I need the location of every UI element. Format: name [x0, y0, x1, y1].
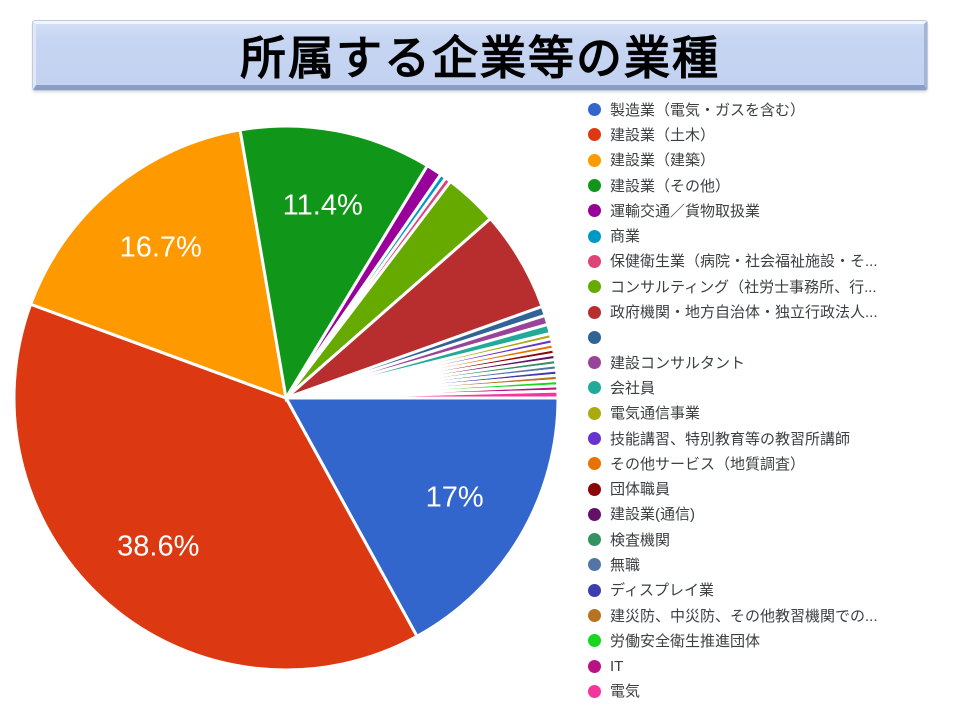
- legend-item: 建災防、中災防、その他教習機関での...: [588, 603, 958, 628]
- legend-swatch-icon: [588, 330, 601, 344]
- legend-item: その他サービス（地質調査）: [588, 451, 958, 476]
- legend-item-label: 建設コンサルタント: [610, 354, 746, 371]
- pie-slice: [285, 389, 560, 400]
- legend-swatch-icon: [588, 533, 601, 547]
- legend-swatch-icon: [588, 406, 601, 420]
- legend-swatch-icon: [588, 507, 601, 521]
- legend-swatch-icon: [588, 305, 601, 319]
- legend-item-label: その他サービス（地質調査）: [610, 455, 806, 472]
- legend-item: 電気通信事業: [588, 401, 958, 426]
- legend-item-label: 商業: [610, 228, 641, 245]
- legend-item-label: 建設業（土木）: [610, 126, 716, 143]
- legend-item: 建設コンサルタント: [588, 350, 958, 375]
- legend-swatch-icon: [588, 103, 601, 117]
- pie-value-label: 16.7%: [120, 232, 202, 264]
- pie-slice: [12, 302, 420, 672]
- legend-item: 団体職員: [588, 476, 958, 501]
- legend-swatch-icon: [588, 254, 601, 268]
- legend-item-label: 検査機関: [610, 531, 671, 548]
- legend-item-label: IT: [610, 658, 624, 675]
- legend-item: 政府機関・地方自治体・独立行政法人...: [588, 299, 958, 324]
- legend-item-label: 建災防、中災防、その他教習機関での...: [610, 607, 878, 624]
- legend-item-label: 団体職員: [610, 481, 671, 498]
- chart-legend: 製造業（電気・ガスを含む） 建設業（土木） 建設業（建築） 建設業（その他） 運輸交通／…: [588, 97, 958, 704]
- legend-item-label: 無職: [610, 556, 641, 573]
- legend-item-label: 保健衛生業（病院・社会福祉施設・そ...: [610, 253, 878, 270]
- legend-item-label: 製造業（電気・ガスを含む）: [610, 101, 806, 118]
- legend-item-label: 技能講習、特別教育等の教習所講師: [610, 430, 851, 447]
- legend-item-label: 労働安全衛生推進団体: [610, 632, 761, 649]
- legend-item: 検査機関: [588, 527, 958, 552]
- legend-item: [588, 325, 958, 350]
- pie-slice: [238, 124, 430, 403]
- legend-swatch-icon: [588, 457, 601, 471]
- legend-item: 建設業(通信): [588, 502, 958, 527]
- legend-item: コンサルティング（社労士事務所、行...: [588, 274, 958, 299]
- legend-item: 商業: [588, 223, 958, 248]
- legend-swatch-icon: [588, 204, 601, 218]
- legend-swatch-icon: [588, 229, 601, 243]
- legend-swatch-icon: [588, 153, 601, 167]
- legend-item: 無職: [588, 552, 958, 577]
- legend-item: 運輸交通／貨物取扱業: [588, 198, 958, 223]
- legend-item: 製造業（電気・ガスを含む）: [588, 97, 958, 122]
- legend-item-label: 電気通信事業: [610, 405, 701, 422]
- legend-item: ディスプレイ業: [588, 578, 958, 603]
- legend-swatch-icon: [588, 659, 601, 673]
- legend-item: 電気: [588, 679, 958, 704]
- legend-item: 建設業（土木）: [588, 122, 958, 147]
- legend-item: 建設業（建築）: [588, 148, 958, 173]
- legend-item: 技能講習、特別教育等の教習所講師: [588, 426, 958, 451]
- legend-item: IT: [588, 654, 958, 679]
- pie-slice: [283, 396, 560, 639]
- legend-swatch-icon: [588, 482, 601, 496]
- legend-swatch-icon: [588, 356, 601, 370]
- legend-item-label: コンサルティング（社労士事務所、行...: [610, 278, 877, 295]
- legend-item-label: 建設業（建築）: [610, 152, 716, 169]
- legend-item: 建設業（その他）: [588, 173, 958, 198]
- legend-swatch-icon: [588, 280, 601, 294]
- legend-swatch-icon: [588, 684, 601, 698]
- legend-swatch-icon: [588, 634, 601, 648]
- legend-swatch-icon: [588, 179, 601, 193]
- legend-swatch-icon: [588, 609, 601, 623]
- legend-swatch-icon: [588, 558, 601, 572]
- legend-swatch-icon: [588, 432, 601, 445]
- pie-chart: 17% 38.6% 16.7% 11.4%: [6, 118, 568, 688]
- legend-swatch-icon: [588, 583, 601, 597]
- legend-swatch-icon: [588, 381, 601, 395]
- legend-item-label: 会社員: [610, 379, 656, 396]
- legend-item: 会社員: [588, 375, 958, 400]
- pie-svg: 17% 38.6% 16.7% 11.4%: [12, 124, 560, 672]
- legend-item: 保健衛生業（病院・社会福祉施設・そ...: [588, 249, 958, 274]
- legend-item-label: 電気: [610, 683, 641, 700]
- legend-item-label: 政府機関・地方自治体・独立行政法人...: [610, 304, 878, 321]
- legend-item-label: 建設業（その他）: [610, 177, 731, 194]
- legend-item-label: ディスプレイ業: [610, 582, 714, 599]
- pie-value-label: 17%: [426, 482, 484, 514]
- legend-swatch-icon: [588, 128, 601, 142]
- slide-title-banner: 所属する企業等の業種: [33, 21, 927, 90]
- page-title: 所属する企業等の業種: [240, 31, 720, 84]
- pie-slice: [28, 128, 288, 401]
- pie-value-label: 11.4%: [283, 190, 363, 222]
- legend-item-label: 運輸交通／貨物取扱業: [610, 202, 761, 219]
- legend-item: 労働安全衛生推進団体: [588, 628, 958, 653]
- pie-value-label: 38.6%: [117, 531, 199, 563]
- legend-item-label: 建設業(通信): [610, 506, 695, 523]
